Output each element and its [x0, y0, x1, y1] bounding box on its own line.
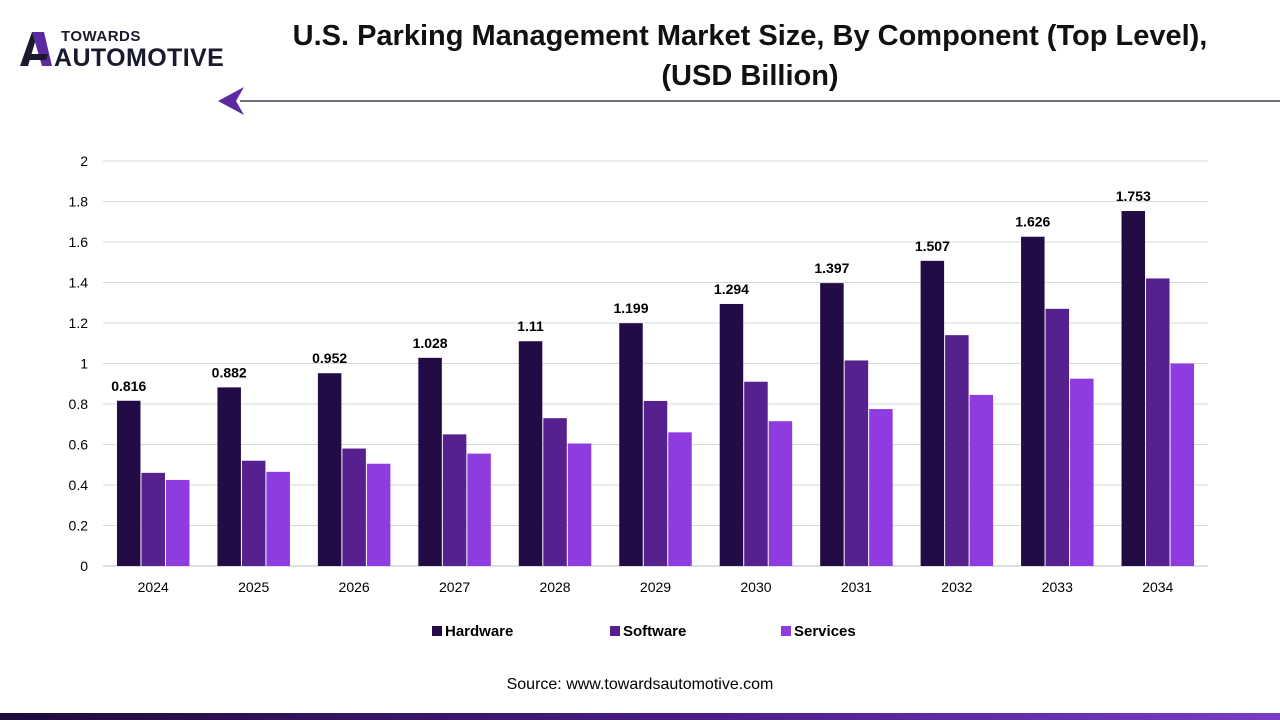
x-tick-label: 2031 — [841, 579, 872, 595]
bar-software-2025 — [241, 460, 266, 566]
bar-services-2029 — [668, 432, 692, 566]
bar-software-2024 — [141, 472, 165, 566]
bar-services-2026 — [366, 463, 391, 566]
data-labels: 0.816 0.882 0.952 1.028 1.11 1.199 1.294 1.397 1… — [111, 188, 1151, 394]
data-label: 1.294 — [714, 281, 749, 297]
data-label: 1.397 — [814, 260, 849, 276]
brand-logo: TOWARDS AUTOMOTIVE — [18, 24, 233, 74]
x-tick-label: 2032 — [941, 579, 972, 595]
data-label: 1.507 — [915, 238, 950, 254]
source-note: Source: www.towardsautomotive.com — [506, 676, 774, 693]
bar-software-2028 — [543, 418, 567, 566]
bar-hardware-2034 — [1121, 211, 1146, 566]
data-label: 1.028 — [413, 335, 448, 351]
bar-hardware-2027 — [418, 357, 442, 566]
data-label: 1.11 — [517, 318, 544, 334]
chart-title-line2: (USD Billion) — [661, 60, 839, 92]
y-tick-label: 0.4 — [69, 477, 89, 493]
x-tick-label: 2028 — [539, 579, 570, 595]
footer-bar — [0, 713, 1280, 720]
bar-hardware-2025 — [217, 387, 241, 566]
y-tick-label: 0 — [80, 558, 88, 574]
bar-hardware-2028 — [518, 341, 543, 566]
data-label: 1.199 — [613, 300, 648, 316]
bar-software-2030 — [744, 381, 768, 566]
bar-services-2030 — [768, 421, 793, 566]
x-tick-label: 2024 — [138, 579, 169, 595]
arrow-left-icon — [218, 87, 244, 115]
legend-swatch-software — [610, 626, 620, 636]
bar-hardware-2024 — [116, 400, 141, 566]
x-axis-ticks: 2024 2025 2026 2027 2028 2029 2030 2031 2032 2033… — [138, 579, 1174, 595]
bar-software-2033 — [1045, 308, 1070, 566]
legend-label-services: Services — [794, 623, 856, 640]
bar-hardware-2031 — [820, 283, 844, 566]
data-label: 0.882 — [212, 364, 247, 380]
y-tick-label: 1.4 — [69, 275, 89, 291]
legend-label-hardware: Hardware — [445, 623, 513, 640]
y-tick-label: 1 — [80, 356, 88, 372]
bar-hardware-2029 — [619, 323, 643, 566]
bar-services-2024 — [165, 479, 190, 566]
data-label: 1.753 — [1116, 188, 1151, 204]
legend: Hardware Software Services — [432, 623, 856, 640]
legend-swatch-hardware — [432, 626, 442, 636]
y-axis-ticks: 0 0.2 0.4 0.6 0.8 1 1.2 1.4 1.6 1.8 2 — [69, 153, 89, 574]
data-label: 0.816 — [111, 378, 146, 394]
bar-hardware-2033 — [1021, 236, 1045, 567]
y-tick-label: 0.8 — [69, 396, 89, 412]
bar-services-2031 — [869, 409, 893, 566]
header-divider — [218, 87, 1280, 115]
bar-hardware-2030 — [719, 303, 744, 566]
bar-services-2028 — [567, 443, 592, 566]
bar-software-2027 — [442, 434, 467, 566]
bar-software-2031 — [844, 360, 869, 566]
y-tick-label: 2 — [80, 153, 88, 169]
bar-hardware-2032 — [920, 260, 945, 566]
y-tick-label: 1.2 — [69, 315, 89, 331]
bar-software-2032 — [945, 335, 969, 566]
x-tick-label: 2027 — [439, 579, 470, 595]
bar-services-2025 — [266, 471, 290, 566]
brand-line1: TOWARDS — [61, 28, 141, 45]
chart-title-line1: U.S. Parking Management Market Size, By … — [292, 20, 1208, 52]
y-tick-label: 0.2 — [69, 518, 89, 534]
x-tick-label: 2034 — [1142, 579, 1173, 595]
x-tick-label: 2029 — [640, 579, 671, 595]
data-label: 0.952 — [312, 350, 347, 366]
y-tick-label: 1.6 — [69, 234, 89, 250]
bar-software-2034 — [1146, 278, 1170, 566]
bar-services-2027 — [467, 453, 491, 566]
brand-logo-icon — [20, 32, 52, 66]
bars — [116, 211, 1195, 567]
x-tick-label: 2025 — [238, 579, 269, 595]
legend-label-software: Software — [623, 623, 686, 640]
bar-services-2033 — [1070, 378, 1094, 566]
data-label: 1.626 — [1015, 214, 1050, 230]
bar-services-2032 — [969, 394, 994, 566]
y-tick-label: 0.6 — [69, 437, 89, 453]
bar-software-2029 — [643, 400, 668, 566]
x-tick-label: 2026 — [339, 579, 370, 595]
bar-software-2026 — [342, 448, 366, 566]
x-tick-label: 2030 — [740, 579, 771, 595]
legend-swatch-services — [781, 626, 791, 636]
y-tick-label: 1.8 — [69, 194, 89, 210]
x-tick-label: 2033 — [1042, 579, 1073, 595]
bar-hardware-2026 — [317, 373, 342, 566]
chart-title: U.S. Parking Management Market Size, By … — [250, 16, 1250, 96]
brand-line2: AUTOMOTIVE — [54, 44, 225, 72]
bar-services-2034 — [1170, 363, 1195, 566]
